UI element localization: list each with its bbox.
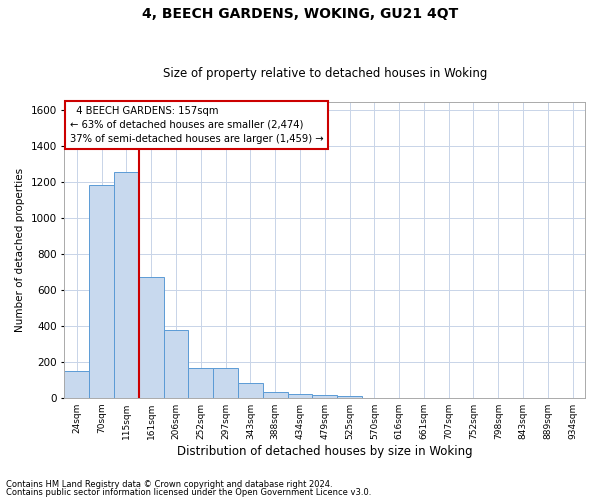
Bar [313, 394, 337, 398]
Bar [64, 371, 89, 398]
Text: 4, BEECH GARDENS, WOKING, GU21 4QT: 4, BEECH GARDENS, WOKING, GU21 4QT [142, 8, 458, 22]
Title: Size of property relative to detached houses in Woking: Size of property relative to detached ho… [163, 66, 487, 80]
Bar [337, 396, 362, 398]
Y-axis label: Number of detached properties: Number of detached properties [15, 168, 25, 332]
Bar [287, 394, 313, 398]
Bar [89, 185, 114, 398]
Text: Contains HM Land Registry data © Crown copyright and database right 2024.: Contains HM Land Registry data © Crown c… [6, 480, 332, 489]
Text: Contains public sector information licensed under the Open Government Licence v3: Contains public sector information licen… [6, 488, 371, 497]
Bar [114, 172, 139, 398]
Bar [213, 368, 238, 398]
Bar [139, 278, 164, 398]
Bar [238, 384, 263, 398]
Text: 4 BEECH GARDENS: 157sqm
← 63% of detached houses are smaller (2,474)
37% of semi: 4 BEECH GARDENS: 157sqm ← 63% of detache… [70, 106, 323, 144]
Bar [263, 392, 287, 398]
Bar [188, 368, 213, 398]
Bar [164, 330, 188, 398]
X-axis label: Distribution of detached houses by size in Woking: Distribution of detached houses by size … [177, 444, 473, 458]
